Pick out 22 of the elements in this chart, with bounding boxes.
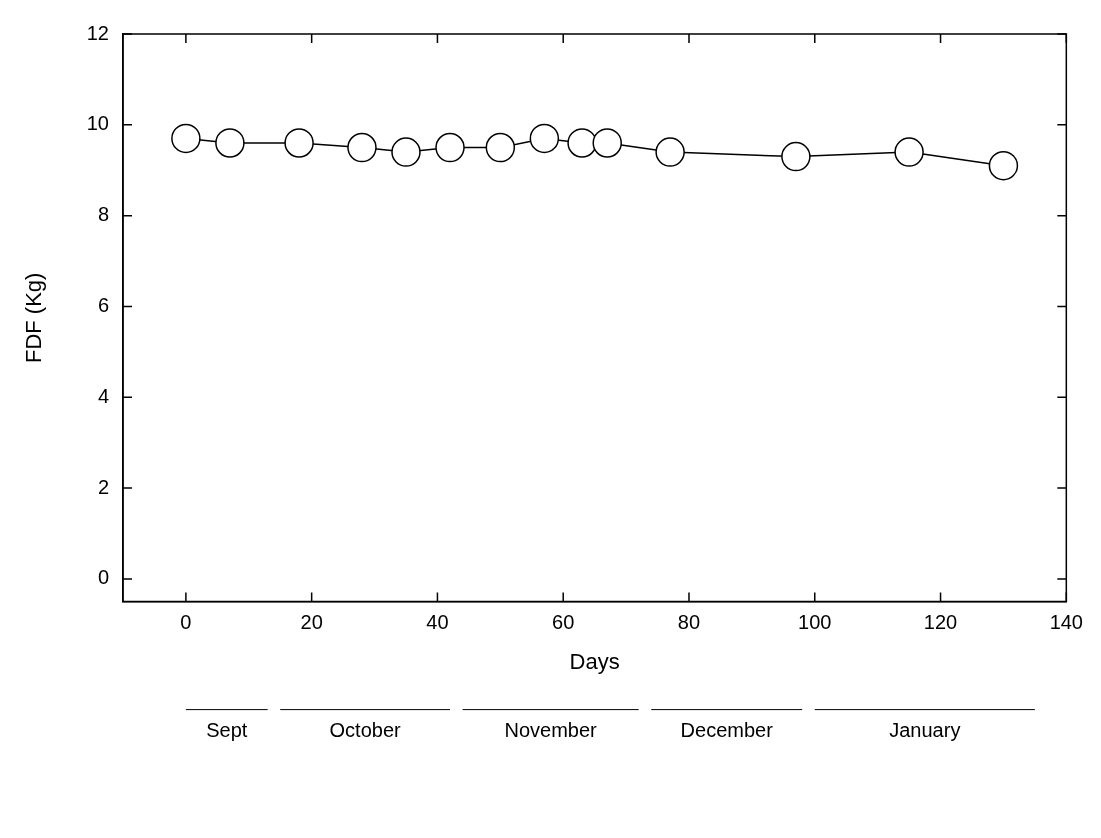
y-tick-label: 0 (97, 566, 109, 589)
text: December (680, 719, 774, 742)
x-tick-label: 80 (677, 611, 701, 634)
y-tick-label: 10 (86, 112, 109, 135)
x-tick-label: 100 (798, 611, 832, 634)
y-tick-label: 2 (97, 475, 109, 498)
y-tick-label: 6 (97, 293, 109, 316)
x-tick-label: 40 (426, 611, 449, 634)
x-tick-label: 140 (1049, 611, 1083, 634)
y-tick-label: 8 (97, 203, 109, 226)
text: January (889, 719, 961, 742)
text: October (329, 719, 402, 742)
x-tick-label: 120 (923, 611, 958, 634)
y-tick-label: 12 (86, 21, 109, 44)
x-tick-label: 20 (300, 611, 323, 634)
text: Sept (206, 719, 248, 742)
text: November (504, 719, 598, 742)
y-axis-title: FDF (Kg) (21, 272, 47, 364)
x-tick-label: 0 (180, 611, 192, 634)
y-tick-label: 4 (97, 384, 109, 407)
x-axis-title: Days (569, 648, 620, 674)
x-tick-label: 60 (552, 611, 575, 634)
